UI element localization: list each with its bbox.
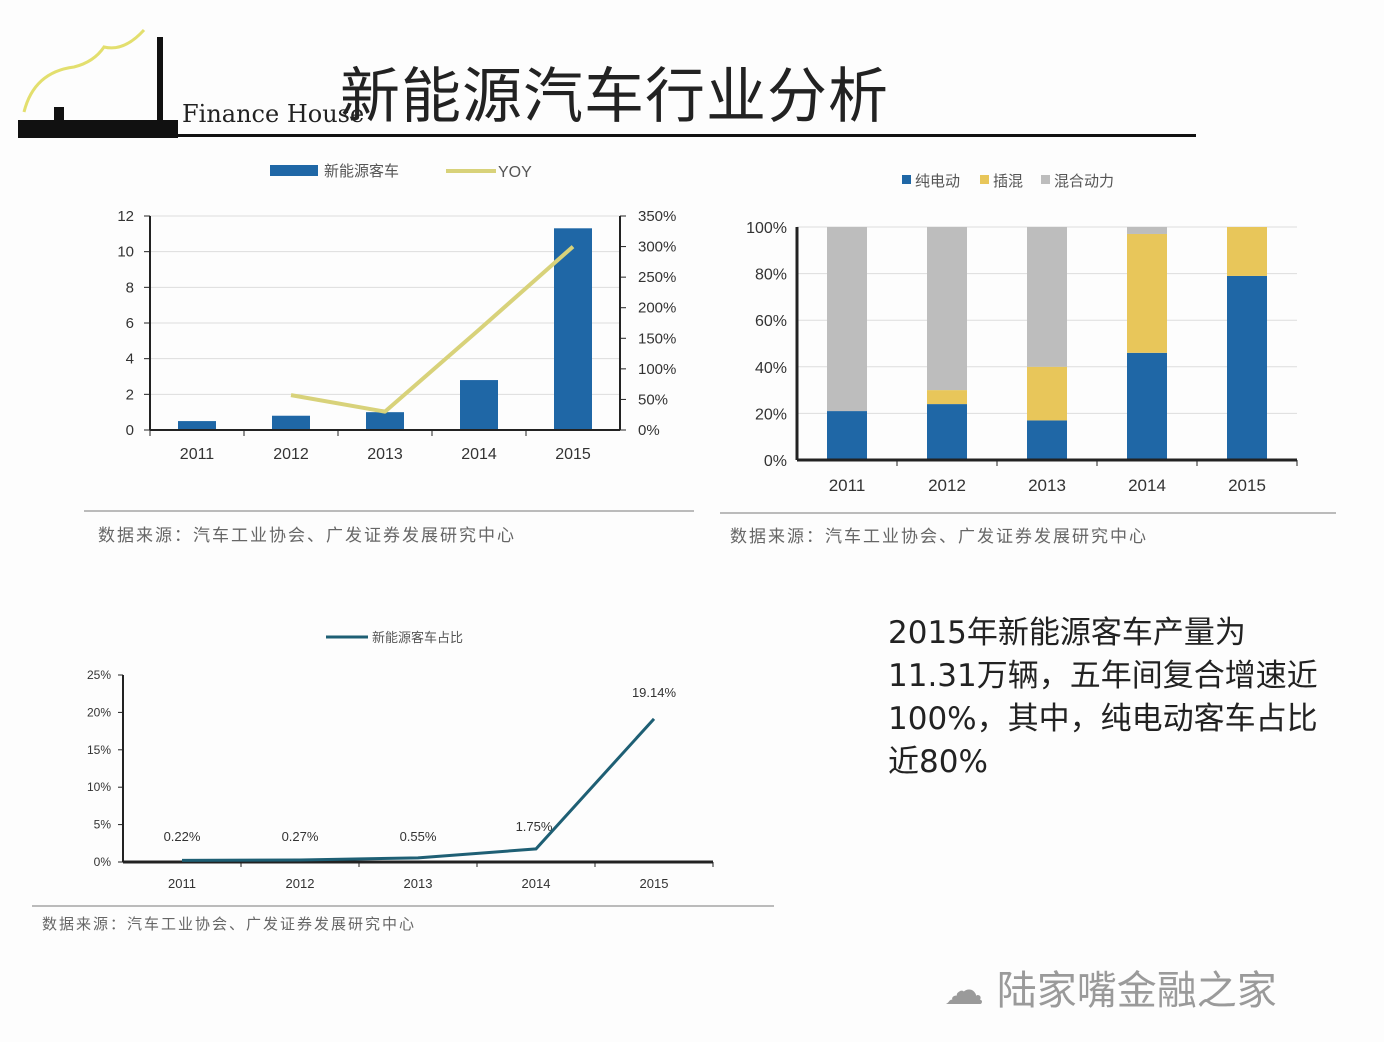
legend-swatch — [980, 175, 989, 184]
x-tick-label: 2013 — [367, 446, 403, 463]
data-label: 19.14% — [632, 685, 677, 700]
line-yoy — [290, 245, 575, 414]
y-tick-label: 10% — [87, 780, 111, 794]
y2-tick-label: 0% — [638, 422, 660, 439]
y-tick-label: 0 — [126, 422, 134, 439]
legend-label: 新能源客车占比 — [372, 630, 463, 645]
source-text: 数据来源：汽车工业协会、广发证券发展研究中心 — [730, 527, 1148, 547]
x-tick-label: 2011 — [180, 446, 215, 463]
y-tick-label: 8 — [126, 279, 134, 296]
y-tick-label: 20% — [755, 406, 787, 423]
page-title: 新能源汽车行业分析 — [340, 62, 889, 132]
data-label: 0.27% — [282, 829, 319, 844]
bar-segment-2012 — [927, 404, 967, 460]
title-divider — [20, 134, 1196, 137]
y-tick-label: 0% — [764, 453, 787, 470]
chart-type-share: 0% 20% 40% 60% 80% 100% 2011 2012 2013 2014 2015 纯电… — [746, 173, 1298, 495]
bar-segment-2011 — [827, 411, 867, 460]
y-tick-label: 15% — [87, 743, 111, 757]
bar-segment-2015 — [1227, 227, 1267, 276]
y2-tick-label: 50% — [638, 391, 668, 408]
bar-segment-2013 — [1027, 366, 1067, 421]
x-tick-label: 2013 — [1028, 476, 1066, 495]
bar-segment-2011 — [827, 227, 867, 412]
data-label: 0.22% — [164, 829, 201, 844]
summary-note: 2015年新能源客车产量为11.31万辆，五年间复合增速近100%，其中，纯电动… — [888, 615, 1318, 780]
y2-tick-label: 200% — [638, 300, 676, 317]
y2-tick-label: 350% — [638, 208, 676, 225]
bar-segment-2015 — [1227, 275, 1267, 460]
y-tick-label: 5% — [94, 818, 112, 832]
bar-segment-2013 — [1027, 420, 1067, 460]
logo-text: Finance House — [182, 100, 365, 128]
legend-swatch — [902, 175, 911, 184]
y-tick-label: 40% — [755, 360, 787, 377]
bar-2015 — [554, 228, 592, 430]
x-tick-label: 2014 — [1128, 476, 1166, 495]
y-tick-label: 6 — [126, 315, 134, 332]
wechat-icon: ☁ — [944, 968, 997, 1014]
y2-tick-label: 300% — [638, 239, 676, 256]
x-tick-label: 2014 — [522, 876, 551, 891]
bar-segment-2014 — [1127, 352, 1167, 460]
x-tick-label: 2012 — [286, 876, 315, 891]
logo-icon — [18, 28, 178, 138]
legend-label: 插混 — [993, 173, 1023, 190]
watermark-text: 陆家嘴金融之家 — [996, 968, 1277, 1014]
x-tick-label: 2012 — [928, 476, 966, 495]
source-text: 数据来源：汽车工业协会、广发证券发展研究中心 — [42, 915, 417, 933]
chart-production-yoy: 0 2 4 6 8 10 12 0% 50% 100% 150% 200% 250% 300% 350% 20… — [117, 163, 676, 463]
y-tick-label: 100% — [746, 220, 787, 237]
y-tick-label: 4 — [126, 351, 134, 368]
y-tick-label: 10 — [117, 244, 134, 261]
x-tick-label: 2012 — [273, 446, 309, 463]
bar-segment-2013 — [1027, 227, 1067, 367]
y2-tick-label: 150% — [638, 330, 676, 347]
x-tick-label: 2011 — [168, 876, 196, 891]
divider — [84, 510, 694, 512]
bar-segment-2012 — [927, 227, 967, 391]
divider — [720, 512, 1336, 514]
source-text: 数据来源：汽车工业协会、广发证券发展研究中心 — [98, 526, 516, 546]
bar-segment-2012 — [927, 390, 967, 405]
y-tick-label: 2 — [126, 386, 134, 403]
x-tick-label: 2014 — [461, 446, 497, 463]
y-tick-label: 25% — [87, 668, 111, 682]
legend-swatch — [270, 165, 318, 176]
legend-label: 纯电动 — [915, 173, 960, 190]
y2-tick-label: 100% — [638, 361, 676, 378]
x-tick-label: 2015 — [1228, 476, 1266, 495]
x-tick-label: 2013 — [404, 876, 433, 891]
y-tick-label: 60% — [755, 313, 787, 330]
bar-2013 — [366, 412, 404, 430]
x-tick-label: 2015 — [555, 446, 591, 463]
legend-swatch — [1041, 175, 1050, 184]
bar-segment-2014 — [1127, 227, 1167, 234]
legend-label: YOY — [498, 164, 532, 181]
line-share — [181, 717, 656, 862]
y-tick-label: 0% — [94, 855, 112, 869]
data-label: 1.75% — [516, 819, 553, 834]
y-tick-label: 20% — [87, 705, 111, 719]
divider — [32, 905, 774, 907]
x-tick-label: 2015 — [640, 876, 669, 891]
legend-label: 混合动力 — [1054, 173, 1114, 190]
y-tick-label: 12 — [117, 208, 134, 225]
x-tick-label: 2011 — [829, 476, 866, 495]
y-tick-label: 80% — [755, 267, 787, 284]
bar-2012 — [272, 415, 310, 430]
watermark: ☁ 陆家嘴金融之家 — [944, 958, 1277, 1016]
legend-label: 新能源客车 — [324, 163, 399, 180]
bar-segment-2014 — [1127, 233, 1167, 353]
y2-tick-label: 250% — [638, 269, 676, 286]
bar-2014 — [460, 380, 498, 430]
chart-penetration: 0% 5% 10% 15% 20% 25% 2011 0.22% 2012 0.27% 2013 0.… — [87, 630, 714, 891]
bar-2011 — [178, 421, 216, 430]
data-label: 0.55% — [400, 829, 437, 844]
